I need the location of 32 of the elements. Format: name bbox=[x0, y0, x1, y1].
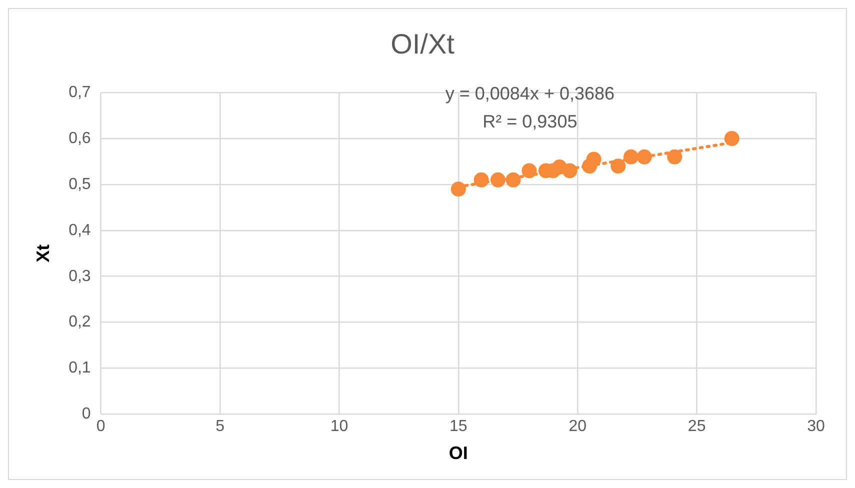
point bbox=[506, 172, 521, 188]
point bbox=[450, 182, 466, 197]
x-axis-title: OI bbox=[448, 443, 468, 464]
point bbox=[562, 163, 578, 178]
x-tick-label: 10 bbox=[330, 418, 348, 436]
x-tick-label: 5 bbox=[216, 418, 225, 436]
annotation: R² = 0,9305 bbox=[482, 112, 578, 132]
point bbox=[636, 149, 652, 164]
annotation: y = 0,0084x + 0,3686 bbox=[445, 84, 615, 104]
y-tick-label: 0,1 bbox=[68, 360, 91, 377]
point bbox=[522, 163, 537, 178]
x-tick-label: 30 bbox=[807, 418, 825, 436]
point bbox=[490, 172, 506, 188]
y-tick-label: 0,4 bbox=[68, 222, 91, 239]
x-tick-label: 0 bbox=[96, 418, 106, 436]
chart-title: OI/Xt bbox=[390, 28, 455, 60]
point bbox=[724, 131, 740, 146]
point bbox=[610, 158, 626, 174]
x-tick-label: 15 bbox=[450, 418, 468, 436]
y-axis-title: Xt bbox=[32, 244, 53, 262]
point bbox=[624, 149, 639, 164]
y-tick-label: 0,5 bbox=[68, 176, 91, 193]
y-tick-label: 0,6 bbox=[68, 130, 91, 147]
y-tick-label: 0,7 bbox=[68, 84, 91, 102]
x-tick-label: 20 bbox=[568, 418, 587, 436]
point bbox=[586, 152, 602, 167]
x-tick-label: 25 bbox=[688, 418, 706, 436]
point bbox=[667, 149, 682, 164]
y-tick-label: 0 bbox=[82, 406, 91, 423]
y-tick-label: 0,2 bbox=[68, 314, 91, 331]
point bbox=[474, 172, 489, 188]
y-tick-label: 0,3 bbox=[68, 268, 91, 285]
